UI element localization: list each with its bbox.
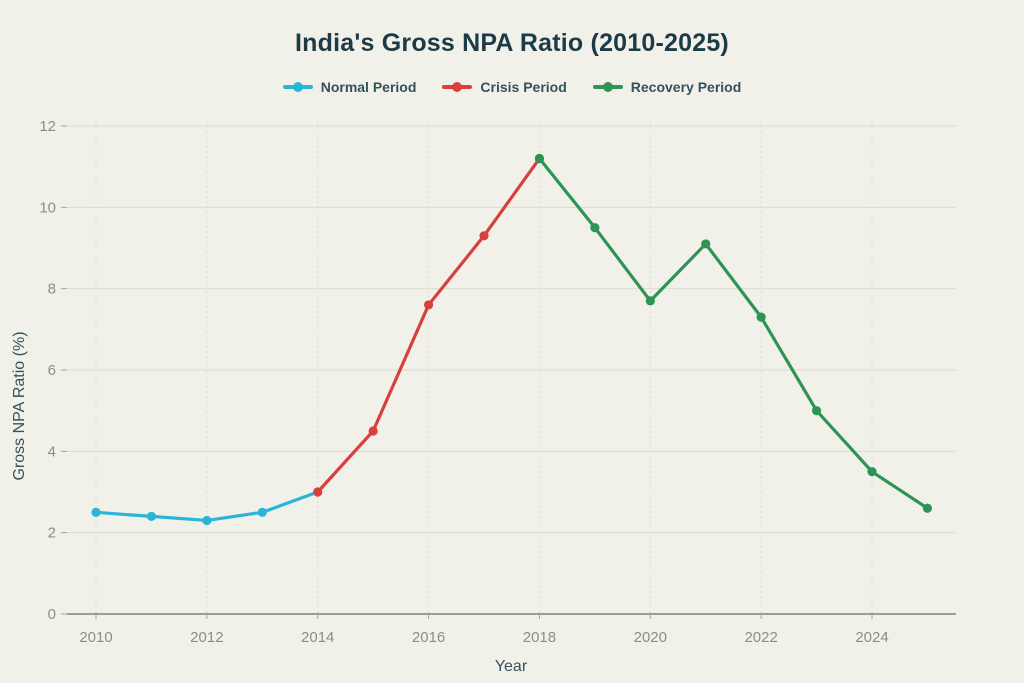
- legend-item-crisis-period: Crisis Period: [442, 79, 567, 95]
- data-point-normal-period: [146, 511, 157, 521]
- data-point-recovery-period: [534, 153, 545, 164]
- data-point-recovery-period: [701, 239, 711, 249]
- legend-label-recovery-period: Recovery Period: [630, 79, 742, 95]
- chart-title: India's Gross NPA Ratio (2010-2025): [295, 29, 729, 57]
- legend-marker-recovery-period-icon: [592, 82, 623, 92]
- y-tick-label: 4: [48, 443, 56, 460]
- x-tick-label: 2020: [634, 629, 667, 646]
- data-point-crisis-period: [368, 426, 378, 436]
- legend-item-normal-period: Normal Period: [282, 79, 417, 95]
- legend-marker-normal-period-icon: [282, 82, 313, 92]
- x-tick-label: 2014: [301, 629, 334, 646]
- legend-label-crisis-period: Crisis Period: [480, 79, 567, 95]
- y-tick-label: 12: [39, 118, 56, 135]
- y-tick-label: 10: [39, 199, 56, 216]
- data-point-recovery-period: [811, 406, 822, 416]
- x-tick-label: 2012: [190, 629, 223, 646]
- y-tick-label: 2: [48, 525, 56, 542]
- data-point-recovery-period: [867, 467, 877, 477]
- x-tick-label: 2016: [412, 629, 445, 646]
- data-point-recovery-period: [756, 312, 766, 322]
- legend-label-normal-period: Normal Period: [320, 79, 417, 95]
- x-tick-label: 2018: [523, 629, 556, 646]
- x-axis-title: Year: [495, 658, 528, 675]
- legend-marker-crisis-period-icon: [442, 82, 473, 92]
- data-point-recovery-period: [590, 223, 600, 233]
- data-point-recovery-period: [922, 503, 933, 513]
- x-tick-label: 2022: [744, 629, 777, 646]
- data-point-normal-period: [91, 507, 101, 517]
- y-tick-label: 0: [48, 606, 56, 623]
- data-point-normal-period: [257, 507, 267, 517]
- data-point-crisis-period: [313, 487, 323, 497]
- x-tick-label: 2024: [855, 629, 888, 646]
- y-axis-title: Gross NPA Ratio (%): [11, 331, 28, 480]
- y-tick-label: 8: [48, 281, 56, 298]
- x-tick-label: 2010: [79, 629, 112, 646]
- series-line-recovery-period: [537, 156, 930, 510]
- chart-legend: Normal Period Crisis Period Recovery Per…: [0, 79, 1024, 95]
- data-point-recovery-period: [645, 296, 655, 306]
- data-point-crisis-period: [423, 300, 434, 310]
- data-point-normal-period: [202, 515, 212, 526]
- y-tick-label: 6: [48, 362, 56, 379]
- data-point-crisis-period: [479, 231, 489, 241]
- legend-item-recovery-period: Recovery Period: [592, 79, 742, 95]
